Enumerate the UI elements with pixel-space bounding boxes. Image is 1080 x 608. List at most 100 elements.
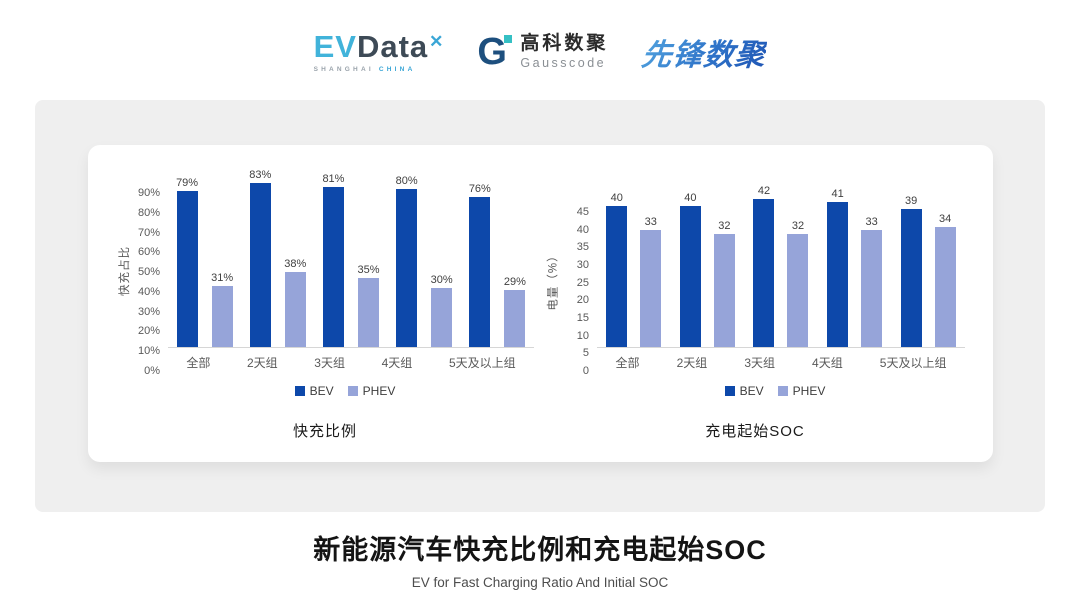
gausscode-cn-name: 高科数聚 [520,33,609,55]
x-category-label: 3天组 [314,356,345,370]
phev-bar-rect [504,289,526,347]
evdata-data-text: Data [356,29,429,64]
phev-bar-rect [357,277,379,347]
x-category-label: 全部 [615,356,640,370]
y-axis-title-box: 快充占比 [116,170,132,371]
bar-value-label: 39 [905,195,918,208]
phev-bar: 33 [640,216,662,347]
x-category-label: 4天组 [812,356,843,370]
plot-wrap: 40 33 40 32 42 32 41 33 39 34 全部 2天组 3天组 4天组 5天及以上组 [597,185,965,371]
phev-bar: 34 [934,212,956,347]
y-tick-label: 0% [144,365,160,377]
evdata-x-icon: ✕ [429,32,445,51]
bar-value-label: 31% [211,271,234,284]
legend-item-bev: BEV [724,384,764,398]
bar-group: 83% 38% [249,169,306,347]
bar-group: 41 33 [827,188,883,347]
fast-charging-ratio-chart: 快充占比 90% 80% 70% 60% 50% 40% 30% 20% 10% 0% 79% 31… [116,169,534,441]
x-category-label: 全部 [186,356,211,370]
bar-value-label: 40 [684,191,697,204]
phev-bar: 35% [357,263,380,347]
bar-group: 39 34 [900,195,956,347]
legend: BEV PHEV [585,384,965,398]
bev-bar: 76% [469,183,491,347]
bev-bar-rect [249,182,271,347]
bar-value-label: 42 [757,184,771,197]
y-tick-label: 50% [137,266,160,279]
bev-bar-rect [322,186,344,347]
bar-value-label: 34 [939,212,952,225]
gausscode-g-glyph: G [477,31,507,73]
y-tick-label: 30% [137,305,160,318]
y-axis-title-box: 电量（%） [545,189,561,371]
gausscode-logo: G 高科数聚 Gausscode [477,31,609,73]
bev-bar: 83% [249,169,271,347]
plot-area: 40 33 40 32 42 32 41 33 39 34 [597,185,965,348]
bar-value-label: 76% [468,182,491,195]
xianfeng-logo: 先锋数聚 [640,30,769,74]
page-title: 新能源汽车快充比例和充电起始SOC [313,535,767,565]
bev-bar: 81% [322,173,344,347]
y-tick-label: 20% [137,325,160,338]
evdata-wordmark: EVData✕ [314,31,444,62]
plot-area: 79% 31% 83% 38% 81% 35% 80% 30% 76% 29% [168,169,534,348]
bev-bar: 79% [176,177,198,347]
initial-soc-chart: 电量（%） 45 40 35 30 25 20 15 10 5 0 40 33 40 32 42 32 41 3… [545,185,965,441]
gausscode-g-icon: G [477,31,513,73]
y-tick-label: 40% [137,285,160,298]
phev-bar: 38% [284,258,306,347]
gausscode-en-name: Gausscode [520,55,607,70]
y-tick-label: 5 [582,347,589,360]
gausscode-text: 高科数聚 Gausscode [520,33,609,70]
chart-caption: 快充比例 [292,423,357,440]
evdata-ev-text: EV [313,29,357,64]
bev-bar-rect [176,190,198,347]
phev-bar-rect [713,233,735,347]
phev-bar: 32 [713,219,735,347]
evdata-shanghai-text: SHANGHAI [313,66,374,73]
legend-label: PHEV [792,384,826,398]
bar-value-label: 38% [284,257,307,270]
legend-swatch-bev [294,386,305,396]
phev-bar: 30% [431,274,453,347]
phev-bar-rect [640,230,662,347]
bar-value-label: 33 [865,216,878,229]
bar-value-label: 30% [430,273,453,286]
plot-wrap: 79% 31% 83% 38% 81% 35% 80% 30% 76% 29% 全部 2天组 3天组 4… [168,169,534,371]
phev-bar-rect [284,271,306,347]
bev-bar-rect [469,196,491,347]
content-card: 快充占比 90% 80% 70% 60% 50% 40% 30% 20% 10% 0% 79% 31… [35,100,1045,512]
phev-bar: 31% [211,272,233,347]
x-category-label: 5天及以上组 [448,356,516,370]
legend: BEV PHEV [156,384,534,398]
x-category-label: 2天组 [246,356,278,370]
x-category-label: 5天及以上组 [879,356,947,370]
y-tick-label: 10 [576,329,589,342]
bar-group: 80% 30% [396,175,453,347]
phev-bar-rect [934,226,956,347]
y-axis-title: 电量（%） [548,249,561,311]
bar-value-label: 33 [644,216,657,229]
legend-label: PHEV [362,384,396,398]
bar-group: 42 32 [753,184,809,347]
x-axis-labels: 全部 2天组 3天组 4天组 5天及以上组 [597,354,965,371]
footer: 新能源汽车快充比例和充电起始SOC EV for Fast Charging R… [0,528,1080,590]
y-tick-label: 60% [137,246,160,259]
bar-group: 40 33 [606,192,662,347]
bev-bar-rect [606,205,628,347]
bar-group: 40 32 [679,191,735,347]
bev-bar: 40 [606,192,628,347]
bev-bar-rect [827,202,849,347]
bar-value-label: 35% [357,263,380,276]
bar-group: 81% 35% [322,173,380,347]
y-tick-label: 0 [582,365,589,377]
bar-value-label: 32 [718,219,731,232]
legend-swatch-phev [777,386,788,396]
chart-body: 电量（%） 45 40 35 30 25 20 15 10 5 0 40 33 40 32 42 32 41 3… [545,185,965,377]
y-axis-ticks: 90% 80% 70% 60% 50% 40% 30% 20% 10% 0% [132,187,168,377]
chart-caption: 充电起始SOC [705,423,805,440]
bar-group: 79% 31% [176,177,233,347]
legend-label: BEV [309,384,334,398]
bar-value-label: 32 [791,219,805,232]
bar-value-label: 41 [831,188,844,201]
